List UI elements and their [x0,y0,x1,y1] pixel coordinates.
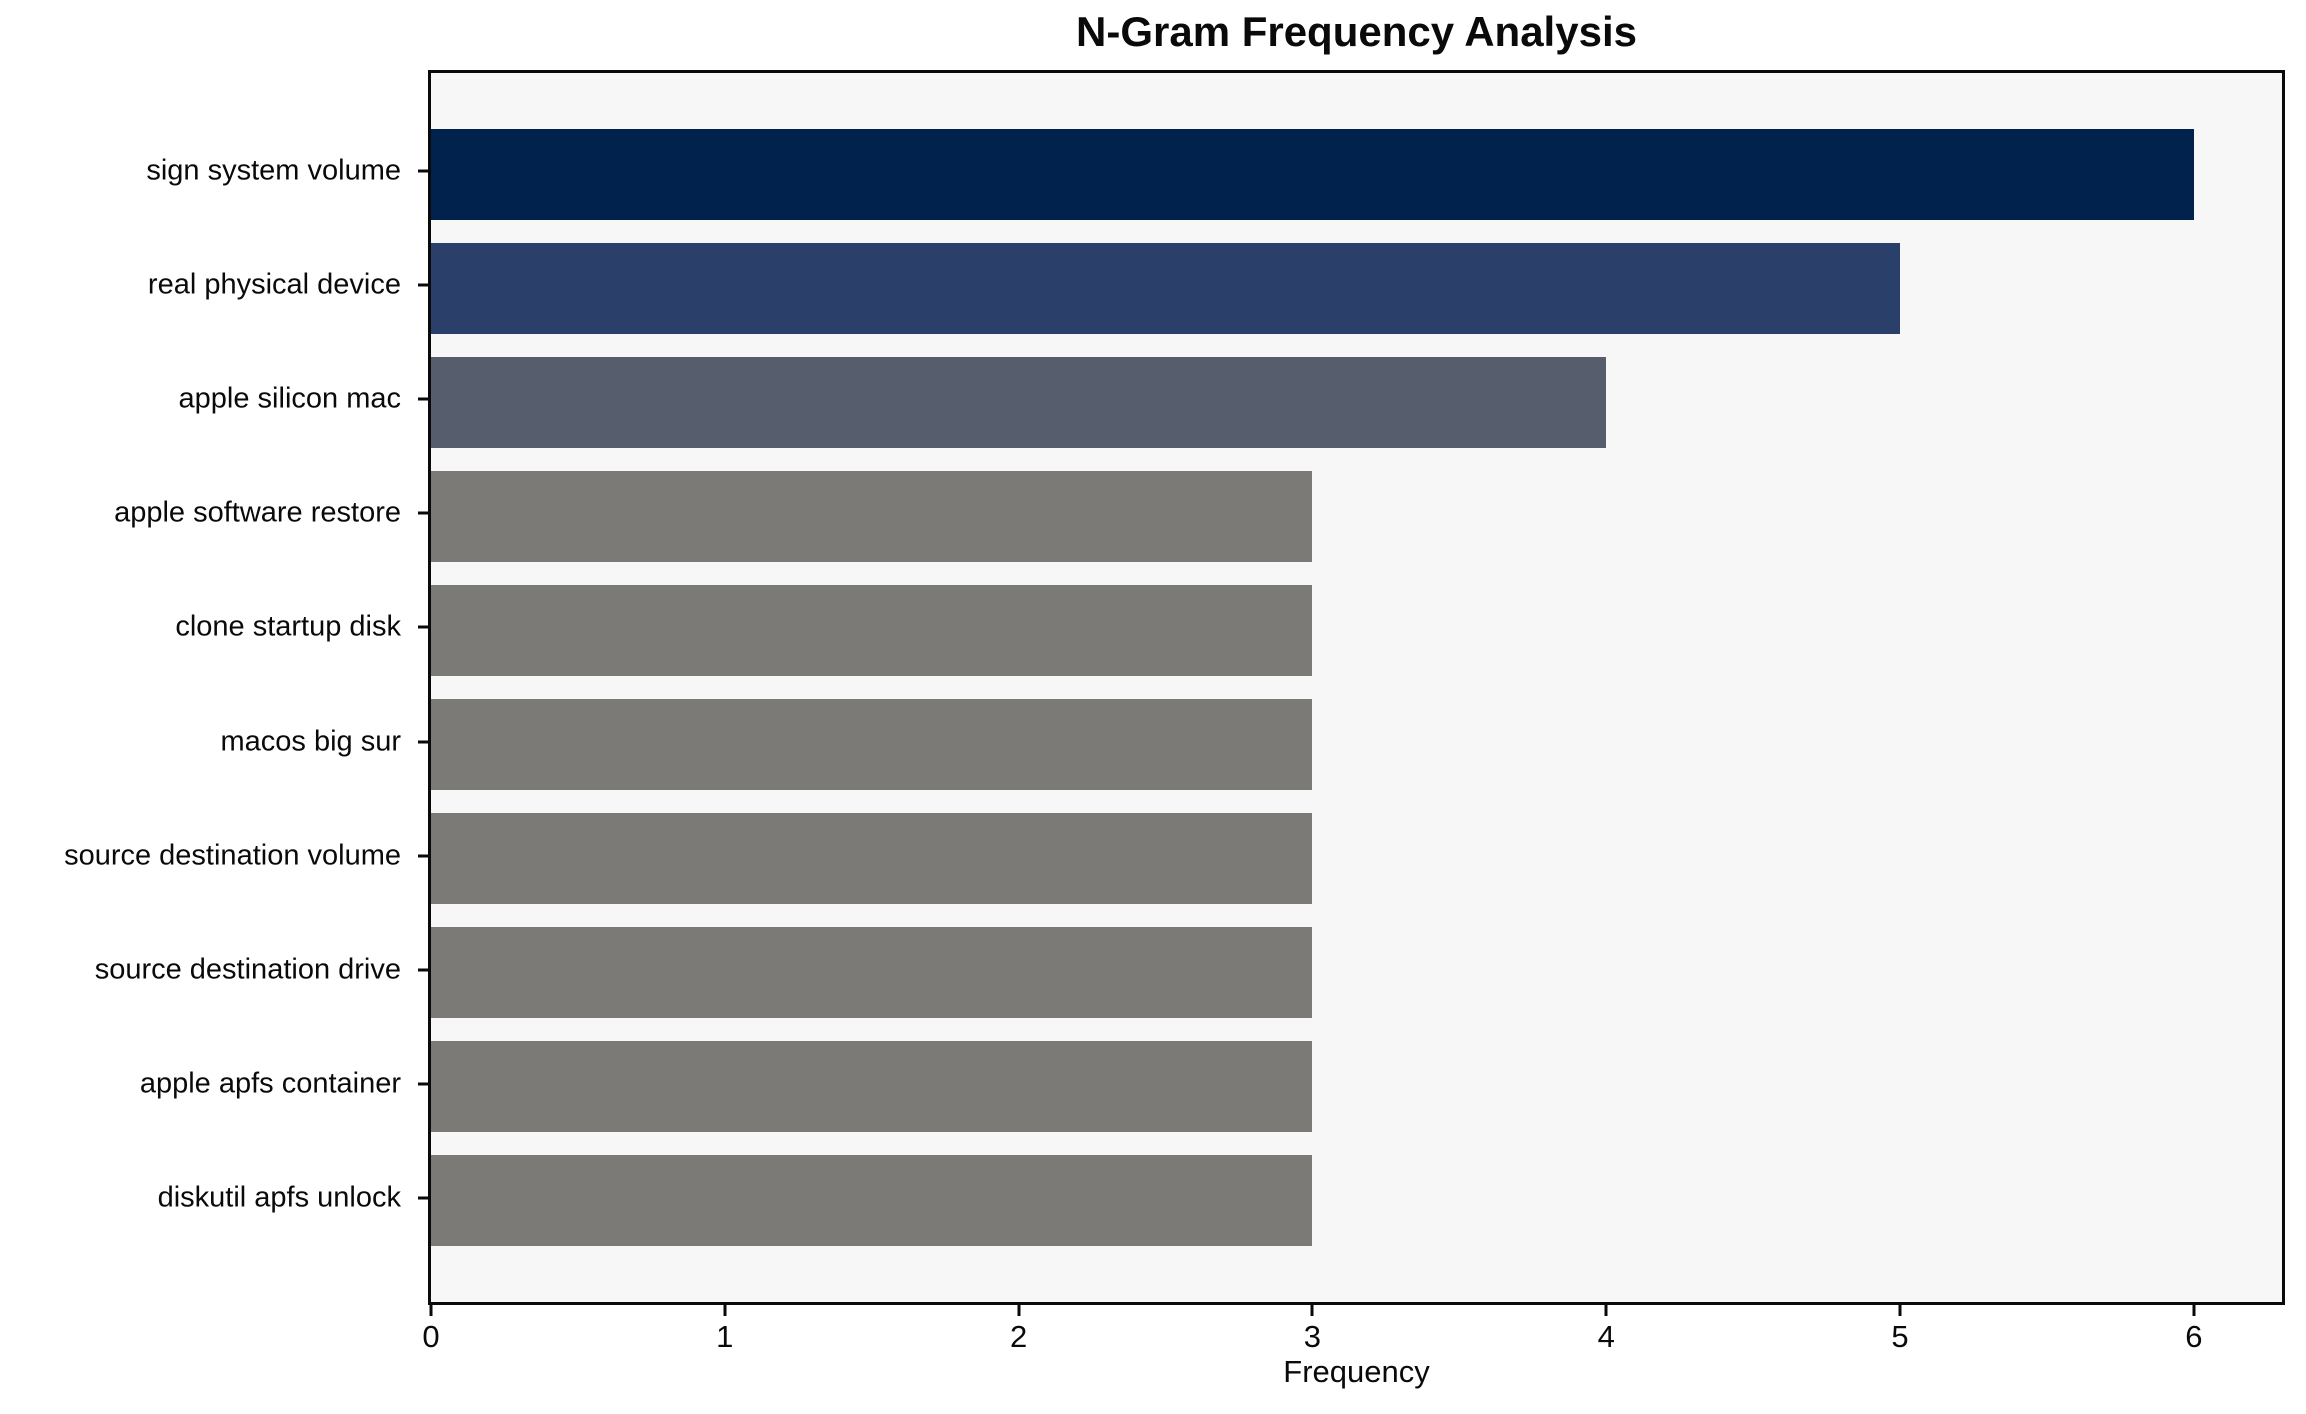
x-axis-title: Frequency [1283,1354,1430,1389]
bars-container [431,73,2282,1302]
x-axis-ticks: 0 1 2 3 4 5 6 [422,1305,2282,1375]
x-tick-label: 6 [2185,1319,2203,1354]
y-tick-mark [418,283,428,287]
x-tick-label: 3 [1303,1319,1322,1354]
y-tick-mark [418,511,428,515]
y-axis-labels: sign system volume real physical device ap… [0,70,428,1305]
bar [431,926,1313,1019]
x-tick-mark [1898,1305,1902,1316]
bar [431,1040,1313,1133]
bar [431,242,1901,335]
bar [431,698,1313,791]
y-tick-label: apple silicon mac [178,382,401,415]
y-tick-label: source destination volume [64,839,401,871]
y-tick-label: apple software restore [114,496,401,529]
bar [431,584,1313,677]
chart-title: N-Gram Frequency Analysis [1076,8,1637,55]
y-tick-mark [418,854,428,857]
bar [431,356,1607,449]
y-tick-mark [418,1082,428,1086]
x-tick-mark [429,1305,433,1316]
bar [431,128,2194,221]
x-tick-label: 5 [1891,1319,1909,1354]
bar [431,470,1313,563]
y-tick-label: source destination drive [94,953,401,986]
y-tick-mark [418,169,428,173]
x-tick-mark [1017,1305,1021,1316]
x-tick-mark [1310,1305,1314,1316]
y-tick-mark [418,740,428,743]
x-tick-mark [1604,1305,1608,1316]
y-tick-label: real physical device [147,268,401,301]
y-tick-label: diskutil apfs unlock [157,1181,401,1214]
bar [431,812,1313,905]
bar [431,1154,1313,1247]
y-tick-label: apple apfs container [139,1067,401,1100]
y-tick-label: macos big sur [220,725,401,757]
y-tick-label: sign system volume [146,154,401,187]
x-tick-label: 2 [1009,1319,1028,1354]
x-tick-label: 0 [422,1319,440,1354]
x-tick-mark [723,1305,727,1316]
y-tick-label: clone startup disk [175,610,401,643]
x-tick-mark [2192,1305,2196,1316]
x-tick-label: 1 [716,1319,734,1354]
y-tick-mark [418,397,428,401]
y-tick-mark [418,968,428,972]
x-tick-label: 4 [1597,1319,1615,1354]
plot-area [428,70,2285,1305]
y-tick-mark [418,1196,428,1200]
y-tick-mark [418,625,428,629]
